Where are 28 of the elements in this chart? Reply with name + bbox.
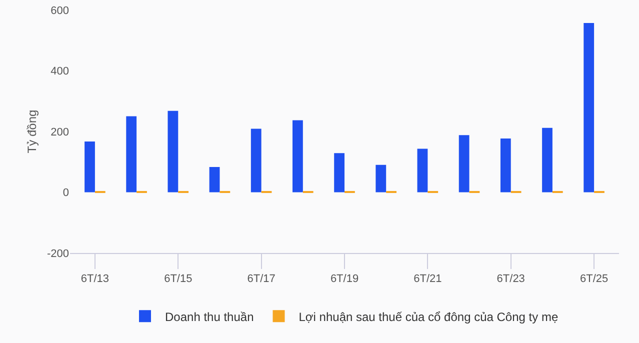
x-tick-label: 6T/17 xyxy=(247,273,276,286)
bar xyxy=(250,128,262,192)
y-tick-label: 400 xyxy=(50,66,69,78)
bar xyxy=(376,164,386,192)
bar xyxy=(542,128,552,192)
bar xyxy=(500,138,511,192)
x-tick-label: 6T/19 xyxy=(330,273,359,286)
bar xyxy=(168,110,178,192)
bar xyxy=(126,116,137,192)
y-tick-label: -200 xyxy=(46,248,69,260)
bar xyxy=(458,135,470,192)
bar xyxy=(334,153,344,192)
y-tick-label: 0 xyxy=(62,187,69,200)
y-axis-title: Tỷ đồng xyxy=(25,110,39,154)
x-tick-label: 6T/15 xyxy=(164,273,192,286)
x-tick-label: 6T/13 xyxy=(80,273,110,286)
y-tick-label: 600 xyxy=(50,4,69,17)
legend-label: Doanh thu thuần xyxy=(165,310,254,324)
x-tick-label: 6T/21 xyxy=(414,273,442,286)
y-tick-label: 200 xyxy=(50,126,69,138)
bar xyxy=(209,167,220,192)
x-tick-label: 6T/23 xyxy=(496,273,525,286)
bar xyxy=(584,23,594,192)
bar xyxy=(84,142,95,192)
legend-label: Lợi nhuận sau thuế của cổ đông của Công ty mẹ xyxy=(298,310,558,324)
x-tick-label: 6T/25 xyxy=(580,273,608,286)
bar xyxy=(417,148,428,192)
bar xyxy=(292,120,303,192)
